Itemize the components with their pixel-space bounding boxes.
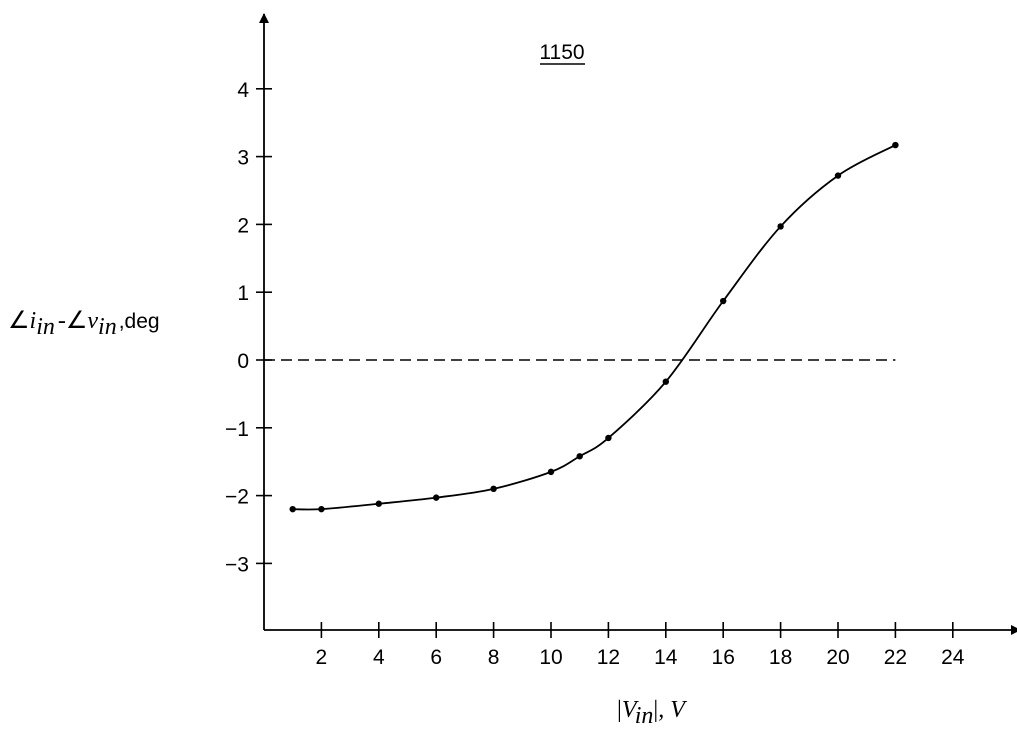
y-ticks: 4 3 2 1 0 −1 −2 −3	[225, 79, 272, 576]
y-axis-label: ∠iin -∠vin,deg	[8, 308, 160, 340]
data-point	[289, 505, 296, 513]
y-tick-label: 3	[237, 147, 249, 170]
y-tick-label: −2	[225, 486, 249, 509]
y-tick-label: −1	[225, 418, 249, 441]
data-points	[289, 141, 899, 513]
x-tick-label: 16	[712, 646, 735, 669]
y-tick-label: −3	[225, 553, 249, 576]
data-point	[547, 468, 555, 476]
data-point	[318, 505, 325, 513]
data-point	[662, 378, 669, 385]
data-curve	[292, 144, 896, 511]
x-ticks: 2 4 6 8 10 12 14 16 18 20 22 24	[316, 622, 965, 669]
x-tick-label: 20	[826, 646, 849, 669]
x-tick-label: 22	[884, 646, 907, 669]
data-point	[576, 453, 583, 460]
x-tick-label: 8	[488, 646, 500, 669]
data-point	[892, 141, 899, 149]
data-point	[605, 434, 612, 442]
data-point	[375, 500, 382, 507]
data-point	[834, 172, 842, 179]
data-point	[433, 494, 440, 501]
figure-title: 1150	[539, 41, 584, 64]
x-axis-label: |Vin|, V	[617, 697, 687, 729]
x-tick-label: 14	[654, 646, 678, 669]
x-tick-label: 10	[539, 646, 562, 669]
x-tick-label: 18	[769, 646, 792, 669]
x-tick-label: 4	[373, 646, 385, 669]
x-tick-label: 24	[941, 646, 965, 669]
data-point	[490, 485, 497, 493]
x-tick-label: 6	[430, 646, 442, 669]
data-point	[777, 223, 784, 230]
data-point	[720, 297, 727, 305]
y-tick-label: 4	[237, 79, 249, 102]
y-tick-label: 1	[237, 282, 249, 305]
y-tick-label: 0	[237, 350, 249, 373]
x-tick-label: 2	[316, 646, 328, 669]
y-tick-label: 2	[237, 214, 249, 237]
x-tick-label: 12	[597, 646, 620, 669]
